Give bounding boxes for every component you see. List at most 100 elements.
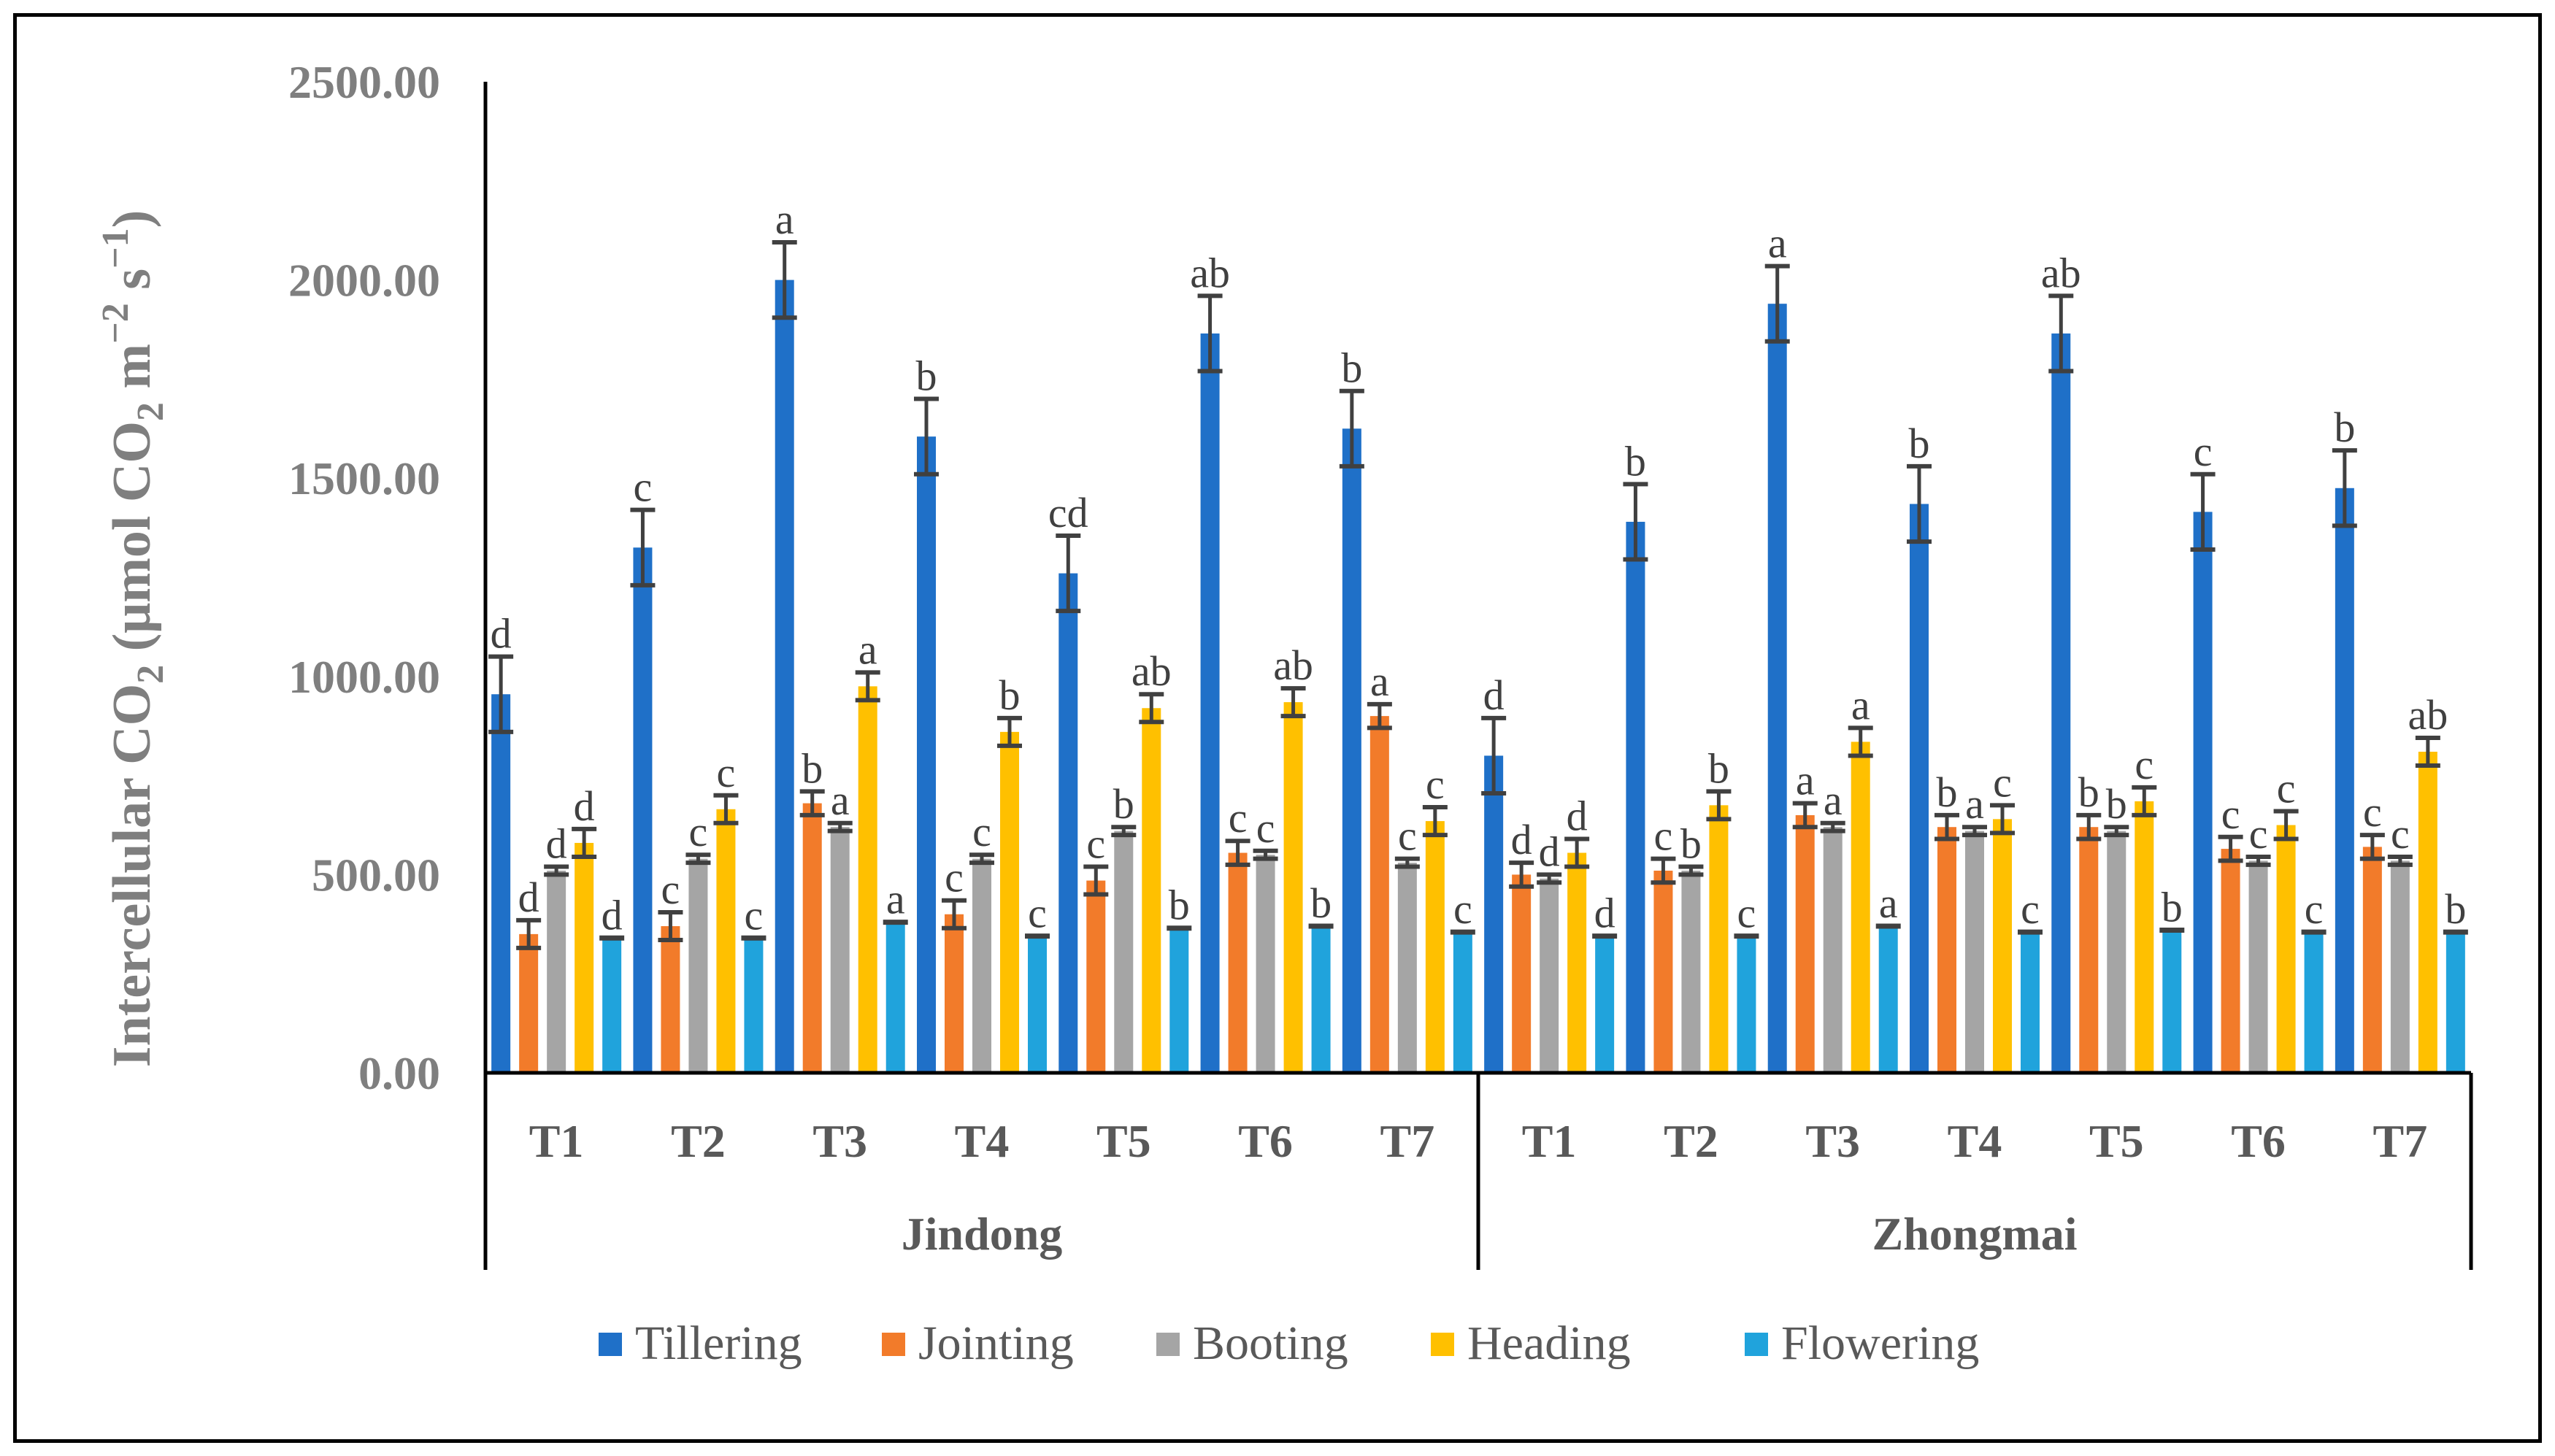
- bar-tillering: [917, 436, 936, 1073]
- bar-jointing: [519, 933, 539, 1073]
- bar-heading: [2418, 752, 2437, 1073]
- significance-label: c: [1028, 890, 1047, 937]
- significance-label: b: [1169, 882, 1190, 929]
- error-bar: [1253, 848, 1278, 861]
- significance-label: c: [2249, 810, 2268, 858]
- group-label: Zhongmai: [1872, 1208, 2078, 1260]
- error-bar: [1394, 856, 1420, 869]
- error-bar: [1537, 872, 1562, 885]
- error-bar: [1422, 805, 1448, 838]
- bar-flowering: [1028, 936, 1047, 1073]
- significance-label: c: [2021, 885, 2040, 933]
- significance-label: c: [1453, 885, 1472, 933]
- error-bar: [685, 852, 711, 866]
- error-bar: [827, 820, 853, 833]
- significance-label: d: [1594, 890, 1615, 937]
- x-tick-label: T4: [1948, 1115, 2002, 1167]
- error-bar: [855, 670, 880, 703]
- bar-tillering: [1910, 504, 1929, 1073]
- significance-label: b: [1909, 420, 1930, 467]
- significance-label: ab: [1132, 647, 1172, 695]
- significance-label: b: [2106, 780, 2127, 828]
- error-bar: [488, 654, 514, 734]
- bar-flowering: [1311, 926, 1331, 1073]
- error-bar: [1509, 860, 1534, 889]
- error-bar: [914, 396, 939, 477]
- y-axis-unit-sub: 2: [130, 402, 172, 421]
- bar-jointing: [2362, 847, 2382, 1073]
- error-bar: [1678, 864, 1704, 877]
- bar-heading: [1142, 708, 1161, 1073]
- legend-label: Tillering: [635, 1317, 802, 1370]
- error-bar: [1564, 836, 1590, 869]
- error-bar: [1907, 463, 1932, 544]
- error-bar: [1225, 839, 1250, 867]
- bar-flowering: [885, 922, 905, 1073]
- y-axis-unit-s-sup: −1: [95, 228, 137, 269]
- significance-label: a: [831, 777, 850, 824]
- bar-heading: [716, 809, 736, 1073]
- legend-swatch: [1431, 1333, 1454, 1356]
- significance-label: d: [574, 782, 595, 830]
- bar-flowering: [2446, 932, 2465, 1073]
- legend-item-tillering: Tillering: [599, 1317, 802, 1370]
- x-tick-label: T1: [529, 1115, 584, 1167]
- significance-label: b: [2078, 769, 2099, 816]
- y-tick-label: 1000.00: [288, 651, 440, 703]
- error-bar: [1934, 812, 1959, 841]
- legend-swatch: [599, 1333, 622, 1356]
- bar-jointing: [1653, 870, 1673, 1073]
- significance-label: c: [1256, 804, 1275, 852]
- x-axis-labels: T1 T2 T3 T4 T5 T6 T7 Jindong T1 T2 T3 T4 T5 T6 T7 Zhong…: [529, 1115, 2427, 1260]
- error-bar: [1651, 856, 1676, 885]
- legend: Tillering Jointing Booting Heading Flowering: [599, 1317, 1979, 1370]
- error-bar: [572, 826, 597, 859]
- legend-item-booting: Booting: [1156, 1317, 1348, 1370]
- error-bar: [2332, 448, 2357, 528]
- bar-heading: [858, 686, 877, 1073]
- significance-label: c: [689, 808, 708, 855]
- bar-tillering: [1200, 333, 1220, 1073]
- significance-label: b: [2334, 404, 2355, 451]
- bar-tillering: [2193, 512, 2213, 1073]
- error-bar: [2218, 834, 2243, 863]
- significance-label: c: [2277, 764, 2296, 812]
- error-bar: [1623, 482, 1648, 562]
- bar-booting: [2248, 860, 2268, 1073]
- bar-heading: [1567, 852, 1587, 1073]
- bar-booting: [1965, 831, 1984, 1073]
- significance-label: ab: [2041, 249, 2081, 296]
- bar-jointing: [661, 926, 680, 1073]
- error-bar: [516, 917, 542, 950]
- bar-booting: [2390, 860, 2410, 1073]
- error-bar: [1481, 715, 1507, 796]
- significance-label: d: [602, 891, 623, 939]
- bar-booting: [972, 858, 991, 1073]
- error-bar: [1056, 533, 1081, 614]
- error-bar: [1990, 803, 2015, 836]
- error-bar: [1706, 789, 1732, 822]
- significance-label: c: [1737, 890, 1756, 937]
- x-tick-label: T1: [1522, 1115, 1577, 1167]
- bar-booting: [1114, 831, 1134, 1073]
- bar-booting: [688, 858, 708, 1073]
- bar-flowering: [1595, 936, 1615, 1073]
- bar-jointing: [945, 914, 964, 1073]
- bar-flowering: [1737, 936, 1756, 1073]
- bar-booting: [1823, 827, 1843, 1073]
- significance-label: c: [661, 866, 680, 913]
- bar-flowering: [602, 938, 622, 1073]
- error-bar: [2132, 785, 2157, 817]
- bar-flowering: [1453, 932, 1472, 1073]
- bar-booting: [547, 870, 566, 1073]
- bar-heading: [1709, 805, 1729, 1073]
- chart-frame: [13, 13, 2542, 1443]
- error-bar: [630, 507, 656, 588]
- error-bar: [2190, 471, 2216, 552]
- bar-heading: [1425, 821, 1445, 1073]
- bar-heading: [1000, 731, 1019, 1073]
- y-axis-unit-close: ): [102, 210, 162, 228]
- legend-label: Jointing: [918, 1317, 1074, 1370]
